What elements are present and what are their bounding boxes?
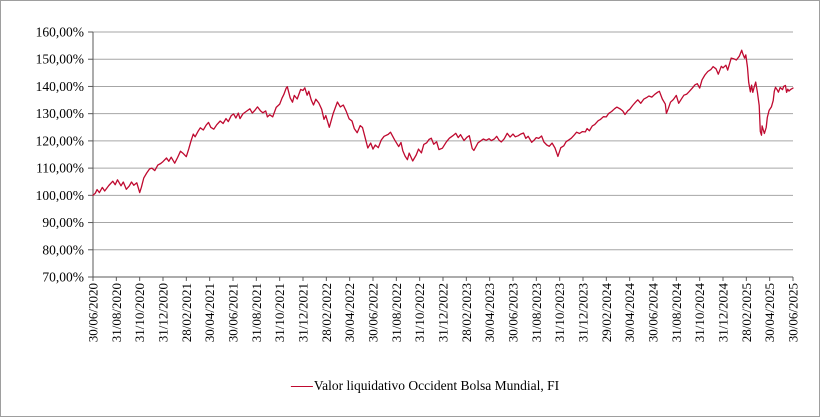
y-axis-tick-label: 70,00% <box>42 270 84 285</box>
legend: Valor liquidativo Occident Bolsa Mundial… <box>290 378 560 394</box>
y-axis-tick-label: 120,00% <box>36 133 84 148</box>
x-axis-tick-label: 31/10/2020 <box>132 283 147 342</box>
x-axis-tick-label: 31/12/2023 <box>575 283 590 342</box>
y-axis-tick-label: 80,00% <box>42 242 84 257</box>
x-axis-tick-label: 30/04/2025 <box>762 283 777 342</box>
x-axis-tick-label: 28/02/2023 <box>459 283 474 342</box>
x-axis-tick-label: 31/10/2021 <box>272 283 287 342</box>
x-axis-tick-label: 30/04/2024 <box>622 283 637 343</box>
x-axis-tick-label: 28/02/2022 <box>319 283 334 342</box>
y-axis-tick-label: 100,00% <box>36 188 84 203</box>
y-axis-tick-label: 130,00% <box>36 106 84 121</box>
x-axis-tick-label: 31/08/2021 <box>249 283 264 342</box>
x-axis-tick-label: 30/04/2023 <box>482 283 497 342</box>
x-axis-tick-label: 30/06/2020 <box>85 283 100 342</box>
y-axis-tick-label: 90,00% <box>42 215 84 230</box>
x-axis-tick-label: 28/02/2021 <box>179 283 194 342</box>
x-axis-tick-label: 31/12/2024 <box>715 283 730 343</box>
x-axis-tick-label: 31/08/2022 <box>389 283 404 342</box>
x-axis-tick-label: 30/06/2025 <box>785 283 800 342</box>
x-axis-tick-label: 31/12/2022 <box>435 283 450 342</box>
legend-line-swatch <box>290 385 313 387</box>
x-axis-tick-label: 30/04/2022 <box>342 283 357 342</box>
nav-series-line <box>92 49 794 196</box>
x-axis-tick-label: 31/08/2024 <box>669 283 684 343</box>
y-axis-tick-label: 160,00% <box>36 25 84 40</box>
x-axis-tick-label: 31/10/2023 <box>552 283 567 342</box>
x-axis-tick-label: 31/10/2022 <box>412 283 427 342</box>
x-axis-tick-label: 31/08/2023 <box>529 283 544 342</box>
x-axis-tick-label: 30/06/2022 <box>365 283 380 342</box>
x-axis-tick-label: 30/06/2024 <box>645 283 660 343</box>
legend-label: Valor liquidativo Occident Bolsa Mundial… <box>313 378 560 393</box>
x-axis-tick-label: 30/04/2021 <box>202 283 217 342</box>
x-axis-tick-label: 30/06/2023 <box>505 283 520 342</box>
y-axis-tick-label: 140,00% <box>36 79 84 94</box>
x-axis-tick-label: 31/10/2024 <box>692 283 707 343</box>
x-axis-tick-label: 30/06/2021 <box>225 283 240 342</box>
x-axis-tick-label: 28/02/2025 <box>739 283 754 342</box>
x-axis-tick-label: 29/02/2024 <box>599 283 614 343</box>
y-axis-tick-label: 150,00% <box>36 52 84 67</box>
x-axis-tick-label: 31/12/2020 <box>155 283 170 342</box>
x-axis-tick-label: 31/08/2020 <box>109 283 124 342</box>
y-axis-tick-label: 110,00% <box>36 161 84 176</box>
x-axis-tick-label: 31/12/2021 <box>295 283 310 342</box>
